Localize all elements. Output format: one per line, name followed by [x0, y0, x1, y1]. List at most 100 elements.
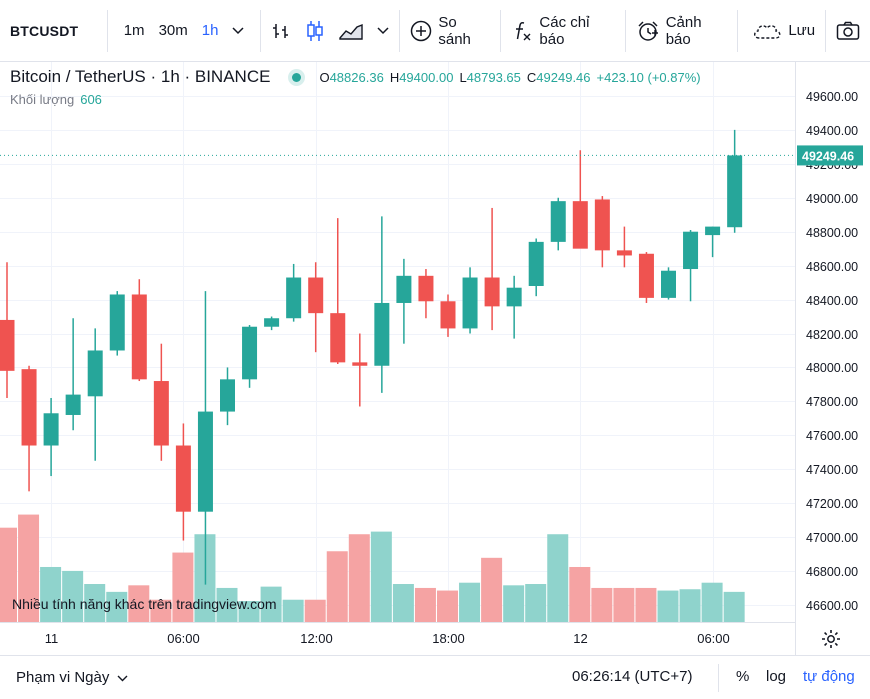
- function-icon: [511, 20, 533, 42]
- volume-bar: [591, 587, 613, 622]
- toolbar-divider: [825, 9, 827, 52]
- area-chart-type-icon[interactable]: [339, 22, 364, 40]
- high-label: H: [389, 69, 400, 85]
- indicators-button[interactable]: Các chỉ báo: [501, 10, 624, 52]
- volume-bar: [40, 566, 62, 622]
- bottom-divider: [718, 664, 719, 692]
- candle-body: [65, 394, 81, 415]
- volume-bar: [459, 582, 481, 622]
- camera-icon: [836, 21, 860, 41]
- indicators-label: Các chỉ báo: [539, 13, 590, 48]
- candle-body: [572, 201, 588, 249]
- price-axis[interactable]: 46600.00 46800.00 47000.00 47200.00 47400.00…: [806, 90, 858, 613]
- time-tick-label: 06:00: [167, 631, 200, 646]
- alarm-clock-icon: [636, 20, 660, 42]
- compare-label: So sánh: [438, 13, 471, 48]
- save-label: Lưu: [788, 22, 816, 39]
- interval-30m[interactable]: 30m: [158, 22, 188, 39]
- plus-circle-icon: [410, 20, 432, 42]
- high-value: 49400.00: [399, 69, 454, 85]
- volume-bar: [150, 599, 172, 622]
- volume-bar: [503, 585, 525, 622]
- volume-bar: [172, 552, 194, 622]
- volume-bar: [370, 531, 392, 622]
- symbol-title[interactable]: Bitcoin / TetherUS · 1h · BINANCE: [10, 67, 271, 86]
- alert-button[interactable]: Cảnh báo: [626, 10, 738, 52]
- time-tick-label: 18:00: [432, 631, 465, 646]
- volume-value: 606: [80, 92, 102, 107]
- volume-label: Khối lượng: [10, 92, 75, 107]
- volume-bar: [437, 590, 458, 622]
- chart-legend: Bitcoin / TetherUS · 1h · BINANCE O48826…: [10, 66, 701, 107]
- toolbar-divider: [737, 9, 739, 52]
- last-price-badge: [797, 145, 863, 166]
- candle-body: [462, 277, 478, 329]
- volume-bar: [679, 589, 701, 622]
- close-label: C: [526, 69, 537, 85]
- interval-chevron-down-icon[interactable]: [226, 26, 250, 35]
- ohlc-values: O48826.36 H49400.00 L48793.65 C49249.46 …: [319, 70, 700, 85]
- volume-bar: [392, 584, 414, 622]
- symbol-search[interactable]: BTCUSDT: [0, 10, 107, 52]
- candle-body: [396, 275, 412, 303]
- price-tick-label: 47000.00: [806, 531, 858, 545]
- screenshot-button[interactable]: [826, 10, 870, 52]
- log-scale-toggle[interactable]: log: [766, 668, 787, 685]
- price-tick-label: 46800.00: [806, 565, 858, 579]
- volume-bar: [260, 586, 282, 622]
- tradingview-watermark[interactable]: Nhiều tính năng khác trên tradingview.co…: [12, 596, 277, 612]
- candle-body: [705, 226, 721, 236]
- interval-1h[interactable]: 1h: [201, 22, 219, 39]
- auto-scale-toggle[interactable]: tự động: [803, 668, 855, 685]
- chart-type-chevron-down-icon[interactable]: [377, 26, 389, 35]
- candle-body: [727, 155, 743, 228]
- candle-body: [506, 287, 522, 307]
- compare-button[interactable]: So sánh: [400, 10, 500, 52]
- candle-body: [683, 231, 699, 270]
- price-tick-label: 47600.00: [806, 429, 858, 443]
- volume-bar: [304, 599, 326, 622]
- bar-chart-type-icon[interactable]: [271, 21, 291, 41]
- candle-body: [594, 199, 610, 251]
- save-button[interactable]: Lưu: [738, 10, 825, 52]
- price-tick-label: 49000.00: [806, 192, 858, 206]
- candle-body: [550, 201, 566, 242]
- last-price-text: 49249.46: [802, 149, 854, 163]
- symbol-label: BTCUSDT: [10, 22, 79, 39]
- candle-body: [197, 411, 213, 512]
- volume-bar: [414, 587, 436, 622]
- volume-bar: [62, 570, 84, 622]
- date-range-button[interactable]: Phạm vi Ngày: [0, 669, 128, 686]
- percent-scale-toggle[interactable]: %: [736, 668, 750, 685]
- range-chevron-down-icon: [117, 669, 128, 686]
- price-tick-label: 48800.00: [806, 226, 858, 240]
- candles-chart-type-icon[interactable]: [305, 20, 325, 42]
- time-axis[interactable]: 11 06:00 12:00 18:00 12 06:00: [45, 631, 730, 646]
- candle-body: [264, 318, 280, 327]
- volume-bar: [106, 591, 128, 622]
- volume-bar: [525, 584, 547, 622]
- time-tick-label: 06:00: [697, 631, 730, 646]
- volume-legend[interactable]: Khối lượng 606: [10, 92, 701, 107]
- candle-body: [330, 313, 346, 363]
- volume-bar: [0, 527, 17, 622]
- market-status-dot-icon: [292, 72, 302, 82]
- candle-body: [109, 294, 125, 351]
- candle-body: [153, 381, 169, 446]
- candle-body: [528, 241, 544, 286]
- interval-1m[interactable]: 1m: [123, 22, 145, 39]
- chart-type-group: [261, 10, 399, 52]
- toolbar-divider: [399, 9, 401, 52]
- candle-body: [43, 413, 59, 446]
- chart-settings-gear-icon[interactable]: [820, 628, 842, 650]
- volume-bar: [701, 582, 723, 622]
- volume-bar: [348, 534, 370, 622]
- volume-bar: [18, 514, 40, 622]
- time-tick-label: 11: [45, 631, 59, 646]
- price-tick-label: 49600.00: [806, 90, 858, 104]
- volume-bar: [613, 587, 635, 622]
- change-value: +423.10 (+0.87%): [596, 69, 701, 85]
- timezone-clock[interactable]: 06:26:14 (UTC+7): [572, 668, 693, 685]
